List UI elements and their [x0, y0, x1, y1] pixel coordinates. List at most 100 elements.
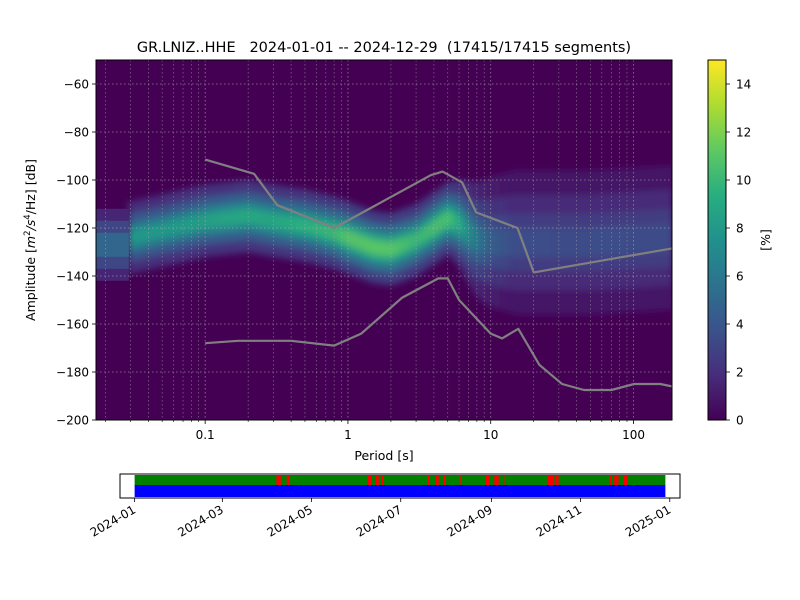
coverage-gap — [427, 475, 430, 485]
coverage-gap — [276, 475, 281, 485]
density-cell — [554, 228, 560, 257]
x-axis-ticks: 0.1 1 10 100 — [105, 420, 645, 442]
colorbar-ticks: 0 2 4 6 8 10 12 14 — [726, 78, 751, 428]
date-tick-label: 2025-01 — [623, 502, 673, 539]
density-cell — [572, 228, 578, 257]
colorbar-tick-label: 4 — [736, 318, 744, 332]
density-cell — [463, 219, 469, 240]
date-tick-label: 2024-03 — [175, 502, 225, 539]
date-tick-label: 2024-01 — [88, 502, 138, 539]
density-cell — [205, 213, 211, 228]
density-cell — [214, 212, 220, 227]
density-cell — [300, 218, 306, 233]
density-cell — [409, 234, 415, 249]
density-cell — [218, 211, 225, 227]
density-cell — [585, 228, 592, 257]
density-cell — [531, 228, 537, 257]
density-cell — [536, 228, 542, 257]
date-tick-label: 2024-07 — [354, 502, 404, 539]
density-cell — [662, 223, 669, 253]
coverage-gap — [614, 475, 619, 485]
density-cell — [268, 213, 275, 228]
density-cell — [549, 228, 556, 257]
coverage-timeline: 2024-01 2024-03 2024-05 2024-07 2024-09 2024-… — [88, 473, 681, 540]
density-cell — [440, 214, 447, 229]
density-cell — [332, 225, 338, 241]
density-cell — [495, 229, 501, 256]
density-cell — [155, 224, 161, 239]
coverage-gap — [443, 475, 447, 485]
density-cell — [377, 240, 383, 256]
density-cell — [196, 215, 202, 230]
density-cell — [200, 214, 207, 229]
date-axis-ticks: 2024-01 2024-03 2024-05 2024-07 2024-09 2024-… — [88, 498, 673, 540]
density-cell — [413, 232, 420, 248]
density-cell — [517, 228, 524, 257]
density-cell — [273, 213, 279, 229]
density-cell — [613, 226, 619, 256]
coverage-used-bar — [134, 475, 666, 485]
density-cell — [567, 228, 574, 257]
density-cell — [96, 232, 129, 257]
density-cell — [667, 223, 672, 253]
density-cell — [472, 226, 479, 250]
colorbar-gradient — [707, 59, 727, 421]
density-cell — [259, 211, 266, 226]
density-cell — [128, 230, 134, 245]
density-cell — [336, 227, 343, 242]
density-cell — [486, 229, 492, 255]
density-cell — [386, 242, 392, 257]
coverage-gap — [459, 475, 461, 485]
x-axis-label: Period [s] — [354, 448, 413, 463]
coverage-gap — [622, 475, 628, 485]
x-tick-label: 0.1 — [196, 428, 215, 442]
coverage-frame — [119, 473, 681, 499]
coverage-gap — [546, 475, 555, 485]
coverage-gap — [504, 475, 506, 485]
x-tick-label: 10 — [483, 428, 498, 442]
density-cell — [400, 238, 406, 253]
density-cell — [209, 212, 216, 228]
density-cell — [373, 240, 379, 255]
colorbar-tick-label: 8 — [736, 222, 744, 236]
date-tick-label: 2024-09 — [444, 502, 494, 539]
density-cell — [658, 223, 664, 253]
y-tick-label: −180 — [56, 366, 89, 380]
density-cell — [286, 216, 293, 231]
density-cell — [146, 226, 152, 241]
density-cell — [477, 228, 483, 253]
density-cell — [359, 235, 365, 251]
density-cell — [282, 215, 288, 230]
density-cell — [626, 225, 633, 255]
density-cell — [540, 228, 546, 257]
density-cell — [576, 228, 583, 257]
density-cell — [622, 226, 628, 255]
density-cell — [182, 218, 189, 233]
density-cell — [277, 214, 284, 230]
density-cell — [327, 224, 334, 239]
density-cell — [513, 228, 519, 257]
density-cell — [341, 228, 347, 244]
low-noise-model-line — [205, 277, 672, 392]
density-cell — [545, 228, 551, 257]
density-cell — [228, 210, 234, 226]
coverage-gap — [381, 475, 384, 485]
density-cell — [305, 218, 311, 234]
high-noise-model-line — [204, 158, 672, 274]
density-cell — [164, 222, 170, 237]
density-cell — [141, 227, 148, 242]
density-layer — [96, 165, 672, 315]
density-cell — [454, 213, 460, 231]
density-cell — [418, 229, 424, 245]
density-cell — [350, 232, 356, 247]
density-cell — [404, 236, 411, 251]
density-cell — [354, 233, 361, 249]
density-cell — [191, 216, 198, 231]
density-cell — [309, 220, 315, 235]
density-cell — [617, 226, 623, 256]
density-cell — [160, 223, 166, 238]
density-cell — [604, 227, 610, 256]
density-cell — [522, 228, 528, 257]
density-cell — [653, 224, 660, 253]
